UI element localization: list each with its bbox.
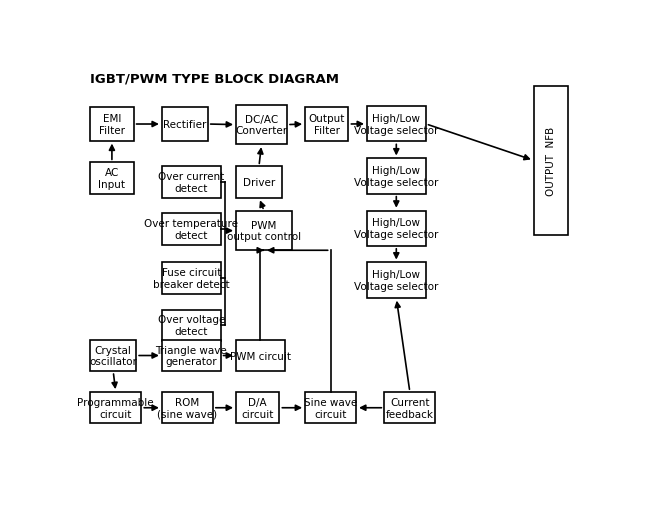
Bar: [367, 159, 426, 194]
Text: Over current
detect: Over current detect: [158, 172, 224, 193]
Bar: [236, 212, 292, 251]
Bar: [236, 167, 282, 198]
Bar: [367, 107, 426, 142]
Bar: [305, 108, 348, 142]
Text: Triangle wave
generator: Triangle wave generator: [155, 345, 227, 366]
Bar: [236, 106, 287, 145]
Text: D/A
circuit: D/A circuit: [242, 397, 274, 419]
Bar: [162, 214, 220, 245]
Bar: [90, 163, 133, 194]
Text: IGBT/PWM TYPE BLOCK DIAGRAM: IGBT/PWM TYPE BLOCK DIAGRAM: [90, 73, 339, 86]
Bar: [90, 392, 141, 423]
Bar: [162, 167, 220, 198]
Text: Sine wave
circuit: Sine wave circuit: [304, 397, 357, 419]
Bar: [90, 340, 136, 372]
Text: DC/AC
Converter: DC/AC Converter: [236, 115, 288, 136]
Text: High/Low
Voltage selector: High/Low Voltage selector: [354, 218, 438, 240]
Text: Over temperature
detect: Over temperature detect: [144, 219, 238, 240]
Text: High/Low
Voltage selector: High/Low Voltage selector: [354, 114, 438, 135]
Bar: [162, 108, 208, 142]
Bar: [90, 108, 133, 142]
Text: Crystal
oscillator: Crystal oscillator: [89, 345, 137, 366]
Bar: [162, 263, 220, 294]
Text: PWM
output control: PWM output control: [227, 220, 301, 242]
Text: AC
Input: AC Input: [98, 168, 125, 189]
Bar: [162, 392, 213, 423]
Text: Rectifier: Rectifier: [163, 120, 207, 130]
Text: OUTPUT  NFB: OUTPUT NFB: [546, 126, 556, 195]
Bar: [236, 340, 284, 372]
Bar: [384, 392, 436, 423]
Bar: [162, 310, 220, 342]
Text: Programmable
circuit: Programmable circuit: [77, 397, 154, 419]
Text: Current
feedback: Current feedback: [386, 397, 434, 419]
Bar: [367, 263, 426, 298]
Bar: [162, 340, 220, 372]
Text: EMI
Filter: EMI Filter: [99, 114, 125, 135]
Bar: [305, 392, 356, 423]
Bar: [236, 392, 279, 423]
Text: High/Low
Voltage selector: High/Low Voltage selector: [354, 166, 438, 187]
Text: ROM
(sine wave): ROM (sine wave): [157, 397, 217, 419]
Text: Fuse circuit
breaker detect: Fuse circuit breaker detect: [153, 268, 230, 290]
Text: High/Low
Voltage selector: High/Low Voltage selector: [354, 270, 438, 291]
Bar: [534, 87, 568, 236]
Text: PWM circuit: PWM circuit: [230, 351, 291, 361]
Text: Driver: Driver: [243, 178, 275, 188]
Text: Over voltage
detect: Over voltage detect: [158, 315, 225, 336]
Bar: [367, 211, 426, 246]
Text: Output
Filter: Output Filter: [309, 114, 345, 135]
